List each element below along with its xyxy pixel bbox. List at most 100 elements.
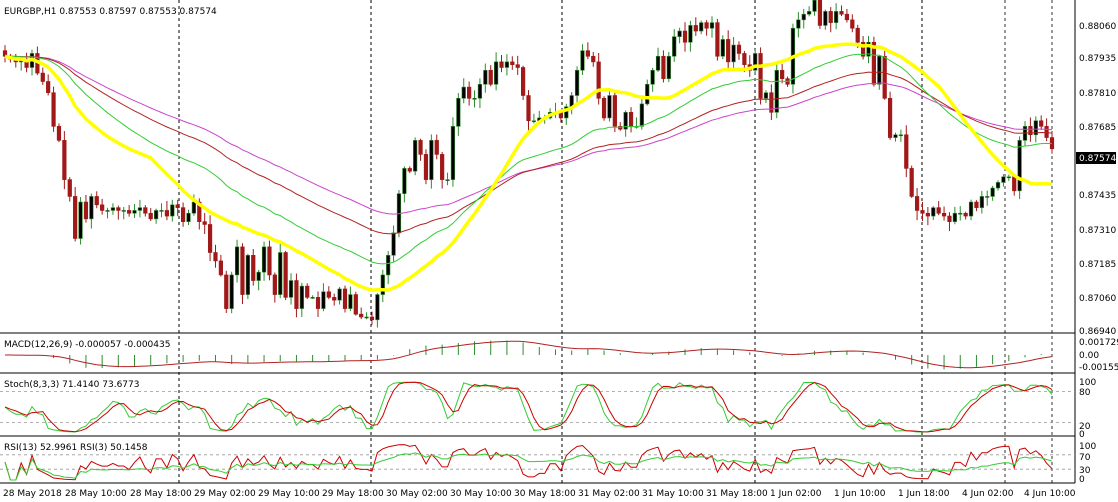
candle-bull	[731, 44, 736, 63]
rsi-label: RSI(13) 52.9961 RSI(3) 50.1458	[4, 443, 148, 453]
time-tick: 31 May 02:00	[578, 489, 640, 499]
candle-bull	[877, 55, 882, 85]
candle-bear	[175, 204, 180, 208]
time-tick: 31 May 18:00	[706, 489, 768, 499]
candle-bull	[866, 41, 871, 57]
candle-bull	[574, 69, 580, 96]
candle-bull	[823, 11, 828, 26]
candle-bear	[73, 196, 78, 239]
candle-bear	[850, 19, 855, 29]
candle-bull	[677, 30, 682, 37]
candle-bull	[256, 271, 261, 281]
candle-bear	[180, 207, 186, 222]
candle-bear	[100, 204, 105, 211]
rsi-axis-tick: 0	[1079, 475, 1085, 485]
candle-bear	[46, 81, 51, 94]
candle-bull	[191, 201, 196, 214]
candle-bull	[105, 210, 110, 212]
candle-bull	[261, 246, 267, 273]
candle-bear	[83, 201, 89, 220]
candle-bull	[1017, 140, 1022, 192]
candle-bear	[726, 39, 731, 63]
candle-bear	[423, 154, 429, 180]
candle-bear	[218, 260, 223, 276]
candle-bull	[483, 69, 488, 85]
candle-bull	[472, 98, 477, 100]
candle-bull	[931, 207, 936, 217]
candle-bear	[704, 22, 709, 29]
candle-bear	[526, 95, 531, 122]
main-price-panel[interactable]	[0, 0, 1075, 332]
candle-bear	[904, 134, 909, 169]
candle-bull	[78, 201, 83, 239]
candle-bull	[477, 83, 483, 99]
candle-bear	[612, 95, 617, 127]
candle-bull	[234, 246, 240, 276]
candle-bear	[861, 41, 866, 57]
candle-bear	[207, 224, 213, 253]
candle-bull	[321, 291, 326, 309]
candle-bear	[305, 285, 310, 298]
candle-bull	[688, 25, 693, 43]
candle-bull	[229, 274, 234, 309]
time-tick: 28 May 18:00	[130, 489, 192, 499]
candle-bear	[267, 246, 272, 276]
candle-bull	[445, 179, 450, 181]
time-tick: 1 Jun 18:00	[898, 489, 950, 499]
stoch-axis-tick: 20	[1079, 422, 1091, 432]
time-tick: 30 May 02:00	[386, 489, 448, 499]
candle-bear	[780, 69, 785, 79]
candle-bear	[224, 274, 229, 309]
candle-bull	[958, 212, 963, 215]
candle-bear	[769, 92, 774, 113]
candle-bull	[413, 140, 418, 172]
candle-bear	[1044, 126, 1049, 138]
candle-bear	[909, 168, 914, 197]
price-tick: 0.87810	[1079, 89, 1116, 99]
candle-bull	[753, 53, 758, 71]
candle-bear	[715, 22, 720, 57]
price-tick: 0.87435	[1079, 191, 1116, 201]
candle-bear	[817, 0, 823, 26]
current-price-tag	[1076, 152, 1116, 164]
time-tick: 30 May 10:00	[450, 489, 512, 499]
candle-bear	[467, 86, 472, 99]
candle-bear	[342, 288, 348, 309]
macd-signal-line	[5, 340, 1053, 369]
candle-bear	[941, 212, 947, 217]
candle-bull	[1001, 176, 1006, 183]
candle-bear	[585, 50, 590, 57]
candle-bull	[1033, 120, 1038, 136]
candle-bear	[758, 53, 763, 99]
time-tick: 28 May 10:00	[65, 489, 127, 499]
candle-bear	[353, 294, 358, 315]
candle-bull	[288, 280, 294, 298]
candle-bull	[968, 201, 974, 217]
candle-bear	[326, 291, 331, 298]
time-tick: 28 May 2018	[3, 489, 62, 499]
ma-red-line	[5, 55, 1053, 235]
price-tick: 0.87685	[1079, 123, 1116, 133]
candle-bull	[186, 212, 191, 222]
candle-bear	[51, 92, 56, 127]
candle-bull	[801, 13, 806, 21]
price-tick: 0.87935	[1079, 54, 1116, 64]
stoch-axis-tick: 80	[1079, 388, 1091, 398]
candle-bear	[272, 274, 277, 295]
candle-bear	[855, 27, 860, 43]
candle-bull	[299, 285, 304, 309]
candle-bull	[310, 297, 315, 299]
candle-bull	[531, 120, 536, 123]
candle-bull	[245, 255, 250, 295]
candle-bear	[407, 168, 412, 172]
candle-bull	[89, 196, 94, 220]
candle-bear	[963, 212, 968, 217]
stoch-axis-tick: 100	[1079, 378, 1096, 388]
rsi-axis-tick: 100	[1079, 442, 1096, 452]
candle-bull	[504, 61, 510, 68]
candle-bull	[386, 255, 391, 276]
candle-bull	[807, 11, 812, 15]
candle-bull	[402, 168, 407, 194]
candle-bull	[655, 55, 661, 71]
